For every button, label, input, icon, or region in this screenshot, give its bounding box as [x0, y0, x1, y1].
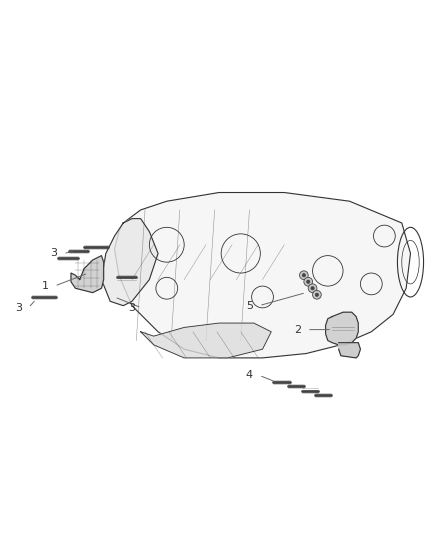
Text: 4: 4: [246, 370, 253, 381]
Polygon shape: [115, 192, 410, 358]
Circle shape: [308, 284, 317, 293]
Text: 2: 2: [294, 325, 301, 335]
Polygon shape: [325, 312, 358, 345]
Circle shape: [313, 290, 321, 299]
Polygon shape: [102, 219, 158, 305]
Circle shape: [311, 287, 314, 290]
Text: 1: 1: [42, 281, 49, 291]
Polygon shape: [339, 343, 360, 358]
Text: 3: 3: [50, 248, 57, 259]
Circle shape: [300, 271, 308, 279]
Text: 5: 5: [246, 301, 253, 311]
Circle shape: [304, 277, 313, 286]
Circle shape: [315, 293, 319, 296]
Polygon shape: [71, 256, 104, 293]
Text: 3: 3: [15, 303, 22, 313]
Circle shape: [307, 280, 310, 284]
Circle shape: [302, 273, 306, 277]
Polygon shape: [141, 323, 271, 358]
Text: 3: 3: [128, 303, 135, 313]
